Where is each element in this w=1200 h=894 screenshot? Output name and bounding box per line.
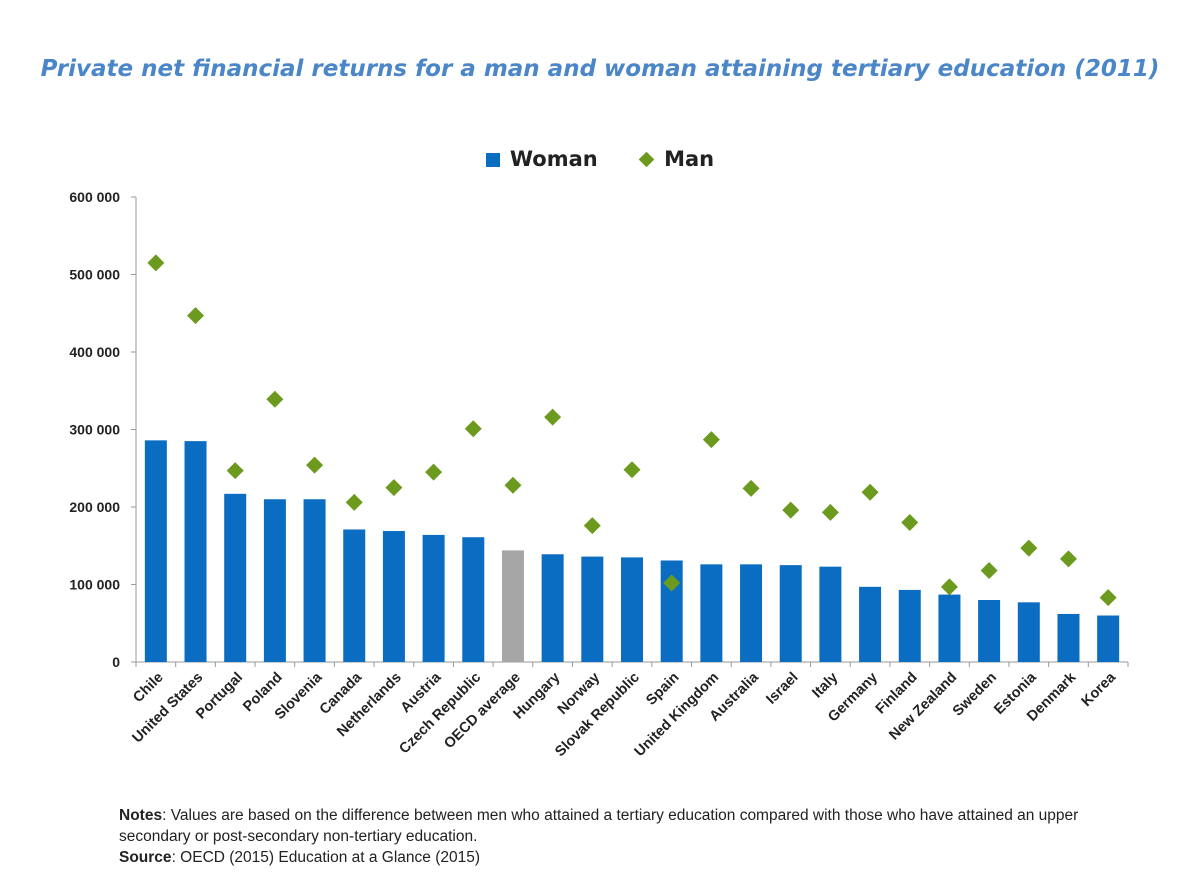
point-man xyxy=(901,514,919,531)
point-man xyxy=(742,479,760,497)
point-man xyxy=(663,574,681,592)
legend-item-man: Man xyxy=(638,147,715,171)
bar-woman xyxy=(621,557,643,662)
point-man xyxy=(504,476,522,494)
point-man xyxy=(702,431,720,449)
bar-woman xyxy=(382,531,405,662)
bar-woman xyxy=(779,565,802,662)
point-man xyxy=(1099,589,1117,607)
y-tick-label: 600 000 xyxy=(69,189,120,205)
x-tick-label: Sweden xyxy=(950,670,1000,720)
bar-woman xyxy=(978,600,1001,662)
bar-woman xyxy=(462,537,485,662)
point-man xyxy=(940,578,958,596)
bar-woman xyxy=(1097,615,1120,662)
y-tick-label: 0 xyxy=(112,654,120,670)
notes-line: Notes: Values are based on the differenc… xyxy=(119,805,1119,847)
bar-woman xyxy=(422,534,445,662)
source-text: : OECD (2015) Education at a Glance (201… xyxy=(171,849,481,866)
x-tick-label: Israel xyxy=(763,670,801,708)
bar-woman xyxy=(501,550,524,662)
bar-woman xyxy=(541,554,564,662)
bar-woman xyxy=(343,529,366,662)
point-man xyxy=(464,420,482,438)
bar-woman xyxy=(581,556,604,662)
bar-woman xyxy=(184,441,207,662)
legend-swatch-woman xyxy=(485,153,500,167)
bar-woman xyxy=(859,586,882,662)
point-man xyxy=(345,493,363,511)
bar-woman xyxy=(700,564,723,662)
point-man xyxy=(544,408,562,426)
point-man xyxy=(226,462,244,480)
bar-woman xyxy=(1017,602,1040,662)
point-man xyxy=(980,562,998,580)
y-tick-label: 400 000 xyxy=(69,344,120,360)
legend-label-man: Man xyxy=(664,147,715,171)
bar-woman xyxy=(1057,613,1080,662)
bar-woman xyxy=(303,499,326,662)
y-tick-label: 100 000 xyxy=(69,577,120,593)
chart-plot: 0 100 000 200 000 300 000 400 000 500 000 600 … xyxy=(69,189,1129,760)
bar-woman xyxy=(819,566,842,662)
source-label: Source xyxy=(119,849,172,866)
point-man xyxy=(385,479,403,497)
point-man xyxy=(266,390,284,408)
x-tick-label: Korea xyxy=(1079,669,1120,710)
x-tick-label: United States xyxy=(130,670,207,747)
bar-woman xyxy=(938,594,961,662)
source-line: Source: OECD (2015) Education at a Glanc… xyxy=(119,847,1119,868)
point-man xyxy=(821,503,839,521)
x-tick-label: Italy xyxy=(809,670,841,702)
y-tick-label: 300 000 xyxy=(69,422,120,438)
bar-woman xyxy=(263,499,286,662)
point-man xyxy=(861,483,879,501)
point-man xyxy=(147,254,165,272)
legend-label-woman: Woman xyxy=(509,147,598,171)
y-tick-label: 200 000 xyxy=(69,499,120,515)
notes-text: : Values are based on the difference bet… xyxy=(119,807,1079,845)
point-man xyxy=(1020,539,1038,557)
bar-woman xyxy=(224,493,247,662)
point-man xyxy=(583,517,601,535)
bar-woman xyxy=(144,440,167,662)
chart-title: Private net financial returns for a man … xyxy=(40,56,1160,82)
legend-item-woman: Woman xyxy=(485,147,598,171)
point-man xyxy=(623,461,641,479)
bar-woman xyxy=(740,564,763,662)
x-tick-label: Chile xyxy=(130,670,166,706)
point-man xyxy=(1059,550,1077,568)
point-man xyxy=(782,501,800,519)
point-man xyxy=(425,463,443,481)
legend: Woman Man xyxy=(0,146,1200,171)
notes-label: Notes xyxy=(119,807,163,824)
bar-woman xyxy=(898,589,921,662)
chart-notes: Notes: Values are based on the differenc… xyxy=(119,805,1119,868)
y-tick-label: 500 000 xyxy=(69,267,120,283)
point-man xyxy=(306,456,324,474)
point-man xyxy=(187,307,205,325)
